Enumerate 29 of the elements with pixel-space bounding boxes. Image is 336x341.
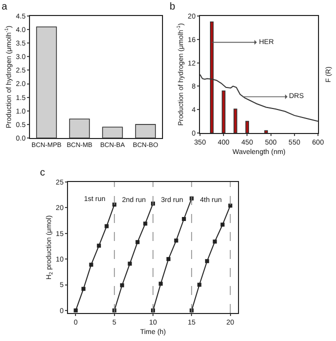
point: [228, 204, 232, 208]
point: [81, 286, 86, 291]
bar: [135, 124, 156, 138]
chart-title: b: [170, 1, 176, 12]
point: [96, 244, 101, 248]
point: [120, 283, 124, 288]
point: [158, 282, 163, 286]
bar: [222, 90, 226, 133]
point: [205, 259, 210, 264]
bar: [264, 130, 268, 133]
bar: [36, 26, 57, 138]
point: [212, 240, 217, 244]
point: [197, 282, 202, 287]
chart-title: c: [40, 168, 46, 179]
chart-title: a: [2, 1, 8, 12]
point: [128, 262, 132, 266]
bar: [245, 120, 250, 133]
point: [143, 222, 148, 226]
point: [104, 224, 109, 228]
point: [89, 262, 94, 267]
point: [182, 216, 186, 221]
point: [136, 240, 140, 244]
bar: [102, 126, 123, 138]
point: [166, 257, 170, 262]
point: [174, 238, 178, 243]
bar: [234, 108, 238, 133]
point: [74, 308, 78, 312]
bar: [69, 118, 90, 138]
point: [220, 222, 225, 227]
